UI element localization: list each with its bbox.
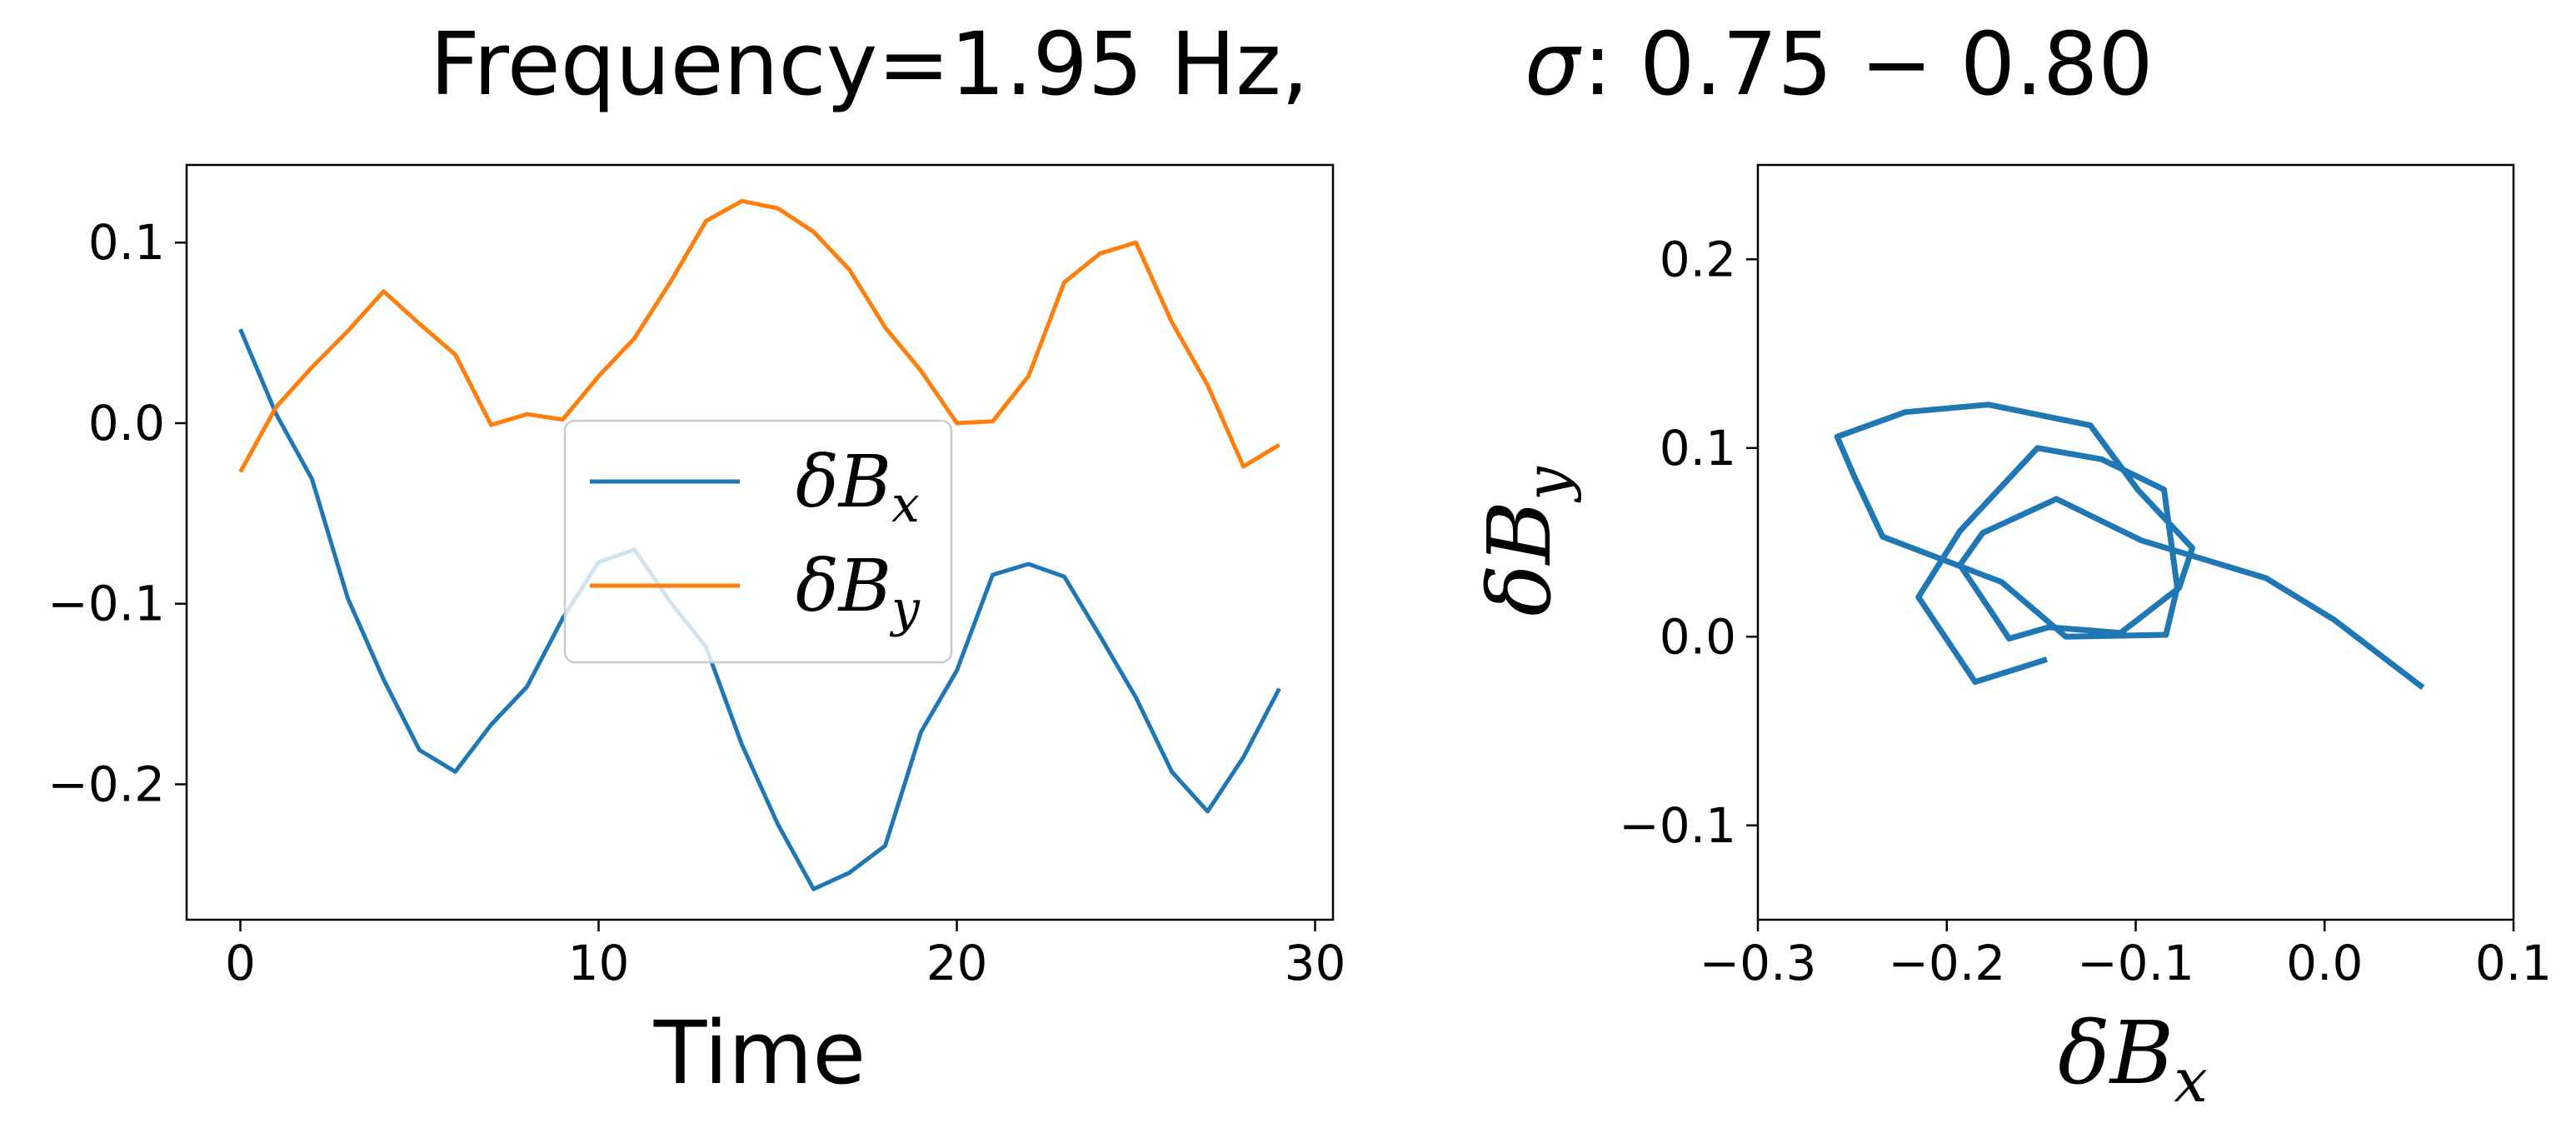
right-y-axis-label: δBy — [1469, 466, 1582, 616]
time-series-plot: 0 10 20 30 −0.2 −0.1 0.0 0.1 Time δBx δBy — [47, 163, 1345, 1104]
right-y-tick-label: −0.1 — [1619, 797, 1736, 854]
right-x-tick-label: −0.3 — [1700, 935, 1817, 991]
title-sigma-range: : 0.75 − 0.80 — [1583, 13, 2153, 115]
legend-label-by: δBy — [796, 545, 921, 638]
right-x-tick-label: −0.2 — [1888, 935, 2005, 991]
left-x-axis-label: Time — [653, 1002, 866, 1104]
left-y-tick-label: 0.0 — [88, 395, 165, 452]
right-x-tick-label: 0.0 — [2286, 935, 2363, 991]
right-y-ticks: −0.1 0.0 0.1 0.2 — [1619, 231, 1758, 854]
series-line-by — [238, 198, 1281, 473]
right-x-ticks: −0.3 −0.2 −0.1 0.0 0.1 — [1700, 920, 2552, 991]
hodogram-plot: −0.3 −0.2 −0.1 0.0 0.1 −0.1 0.0 0.1 0.2 δBx δBy — [1469, 163, 2552, 1116]
right-x-tick-label: 0.1 — [2475, 935, 2552, 991]
title-frequency: Frequency=1.95 Hz, — [430, 13, 1309, 115]
right-series-lines — [1834, 402, 2425, 691]
right-y-tick-label: 0.0 — [1660, 608, 1736, 665]
left-x-tick-label: 30 — [1285, 935, 1346, 991]
figure-title: Frequency=1.95 Hz, σ : 0.75 − 0.80 — [430, 13, 2153, 115]
hodogram-line — [1834, 402, 2425, 691]
left-series-lines — [238, 198, 1281, 891]
series-line-bx — [238, 328, 1281, 891]
right-x-tick-label: −0.1 — [2077, 935, 2194, 991]
title-sigma: σ — [1525, 13, 1582, 115]
legend-label-bx: δBx — [796, 441, 920, 534]
right-y-tick-label: 0.2 — [1660, 231, 1736, 287]
left-plot-frame — [185, 163, 1335, 921]
left-y-ticks: −0.2 −0.1 0.0 0.1 — [47, 214, 187, 812]
right-y-tick-label: 0.1 — [1660, 420, 1736, 477]
left-x-tick-label: 0 — [225, 935, 256, 991]
legend: δBx δBy — [563, 419, 953, 664]
left-y-tick-label: −0.1 — [47, 576, 165, 632]
left-x-tick-label: 10 — [568, 935, 630, 991]
left-y-tick-label: 0.1 — [88, 214, 165, 271]
left-y-tick-label: −0.2 — [47, 756, 165, 812]
left-x-ticks: 0 10 20 30 — [225, 920, 1345, 991]
right-plot-frame — [1756, 163, 2515, 921]
left-x-tick-label: 20 — [926, 935, 988, 991]
right-x-axis-label: δBx — [2058, 1002, 2208, 1116]
